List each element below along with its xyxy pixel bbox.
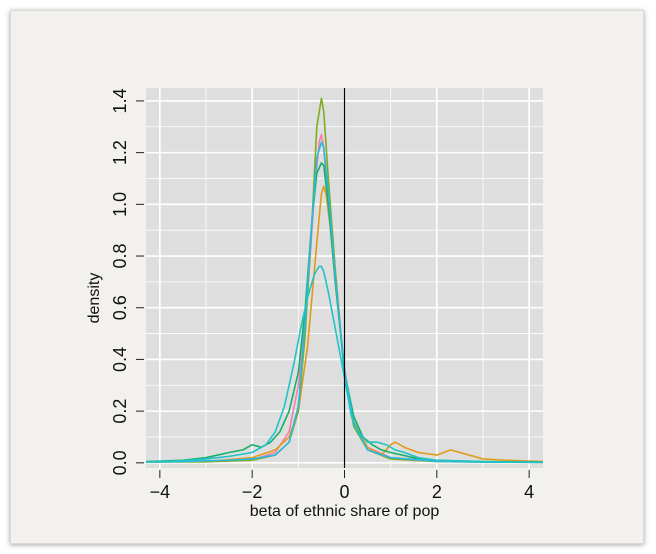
axes: −4 −2 0 2 4 0.0 0.2 0.4 0.6 0.8 1.0 1.2 1.4 xyxy=(110,88,534,502)
y-tick-label: 0.6 xyxy=(110,295,130,320)
y-tick-label: 1.2 xyxy=(110,140,130,165)
y-tick-label: 0.4 xyxy=(110,347,130,372)
y-tick-label: 0.2 xyxy=(110,399,130,424)
y-tick-label: 0.8 xyxy=(110,244,130,269)
y-tick-label: 1.4 xyxy=(110,88,130,113)
x-tick-label: 4 xyxy=(524,482,534,502)
x-tick-label: 2 xyxy=(432,482,442,502)
x-tick-label: −4 xyxy=(150,482,171,502)
y-tick-label: 1.0 xyxy=(110,192,130,217)
density-series-line-5 xyxy=(145,141,544,464)
y-tick-label: 0.0 xyxy=(110,450,130,475)
x-tick-label: −2 xyxy=(242,482,263,502)
x-tick-label: 0 xyxy=(339,482,349,502)
y-axis-title: density xyxy=(86,273,103,324)
density-series-line-6 xyxy=(145,265,544,464)
density-chart: −4 −2 0 2 4 0.0 0.2 0.4 0.6 0.8 1.0 1.2 1.4 beta of … xyxy=(86,88,544,520)
chart-frame: −4 −2 0 2 4 0.0 0.2 0.4 0.6 0.8 1.0 1.2 1.4 beta of … xyxy=(10,10,644,544)
x-axis-title: beta of ethnic share of pop xyxy=(250,503,440,520)
density-series-line-4 xyxy=(145,162,544,463)
